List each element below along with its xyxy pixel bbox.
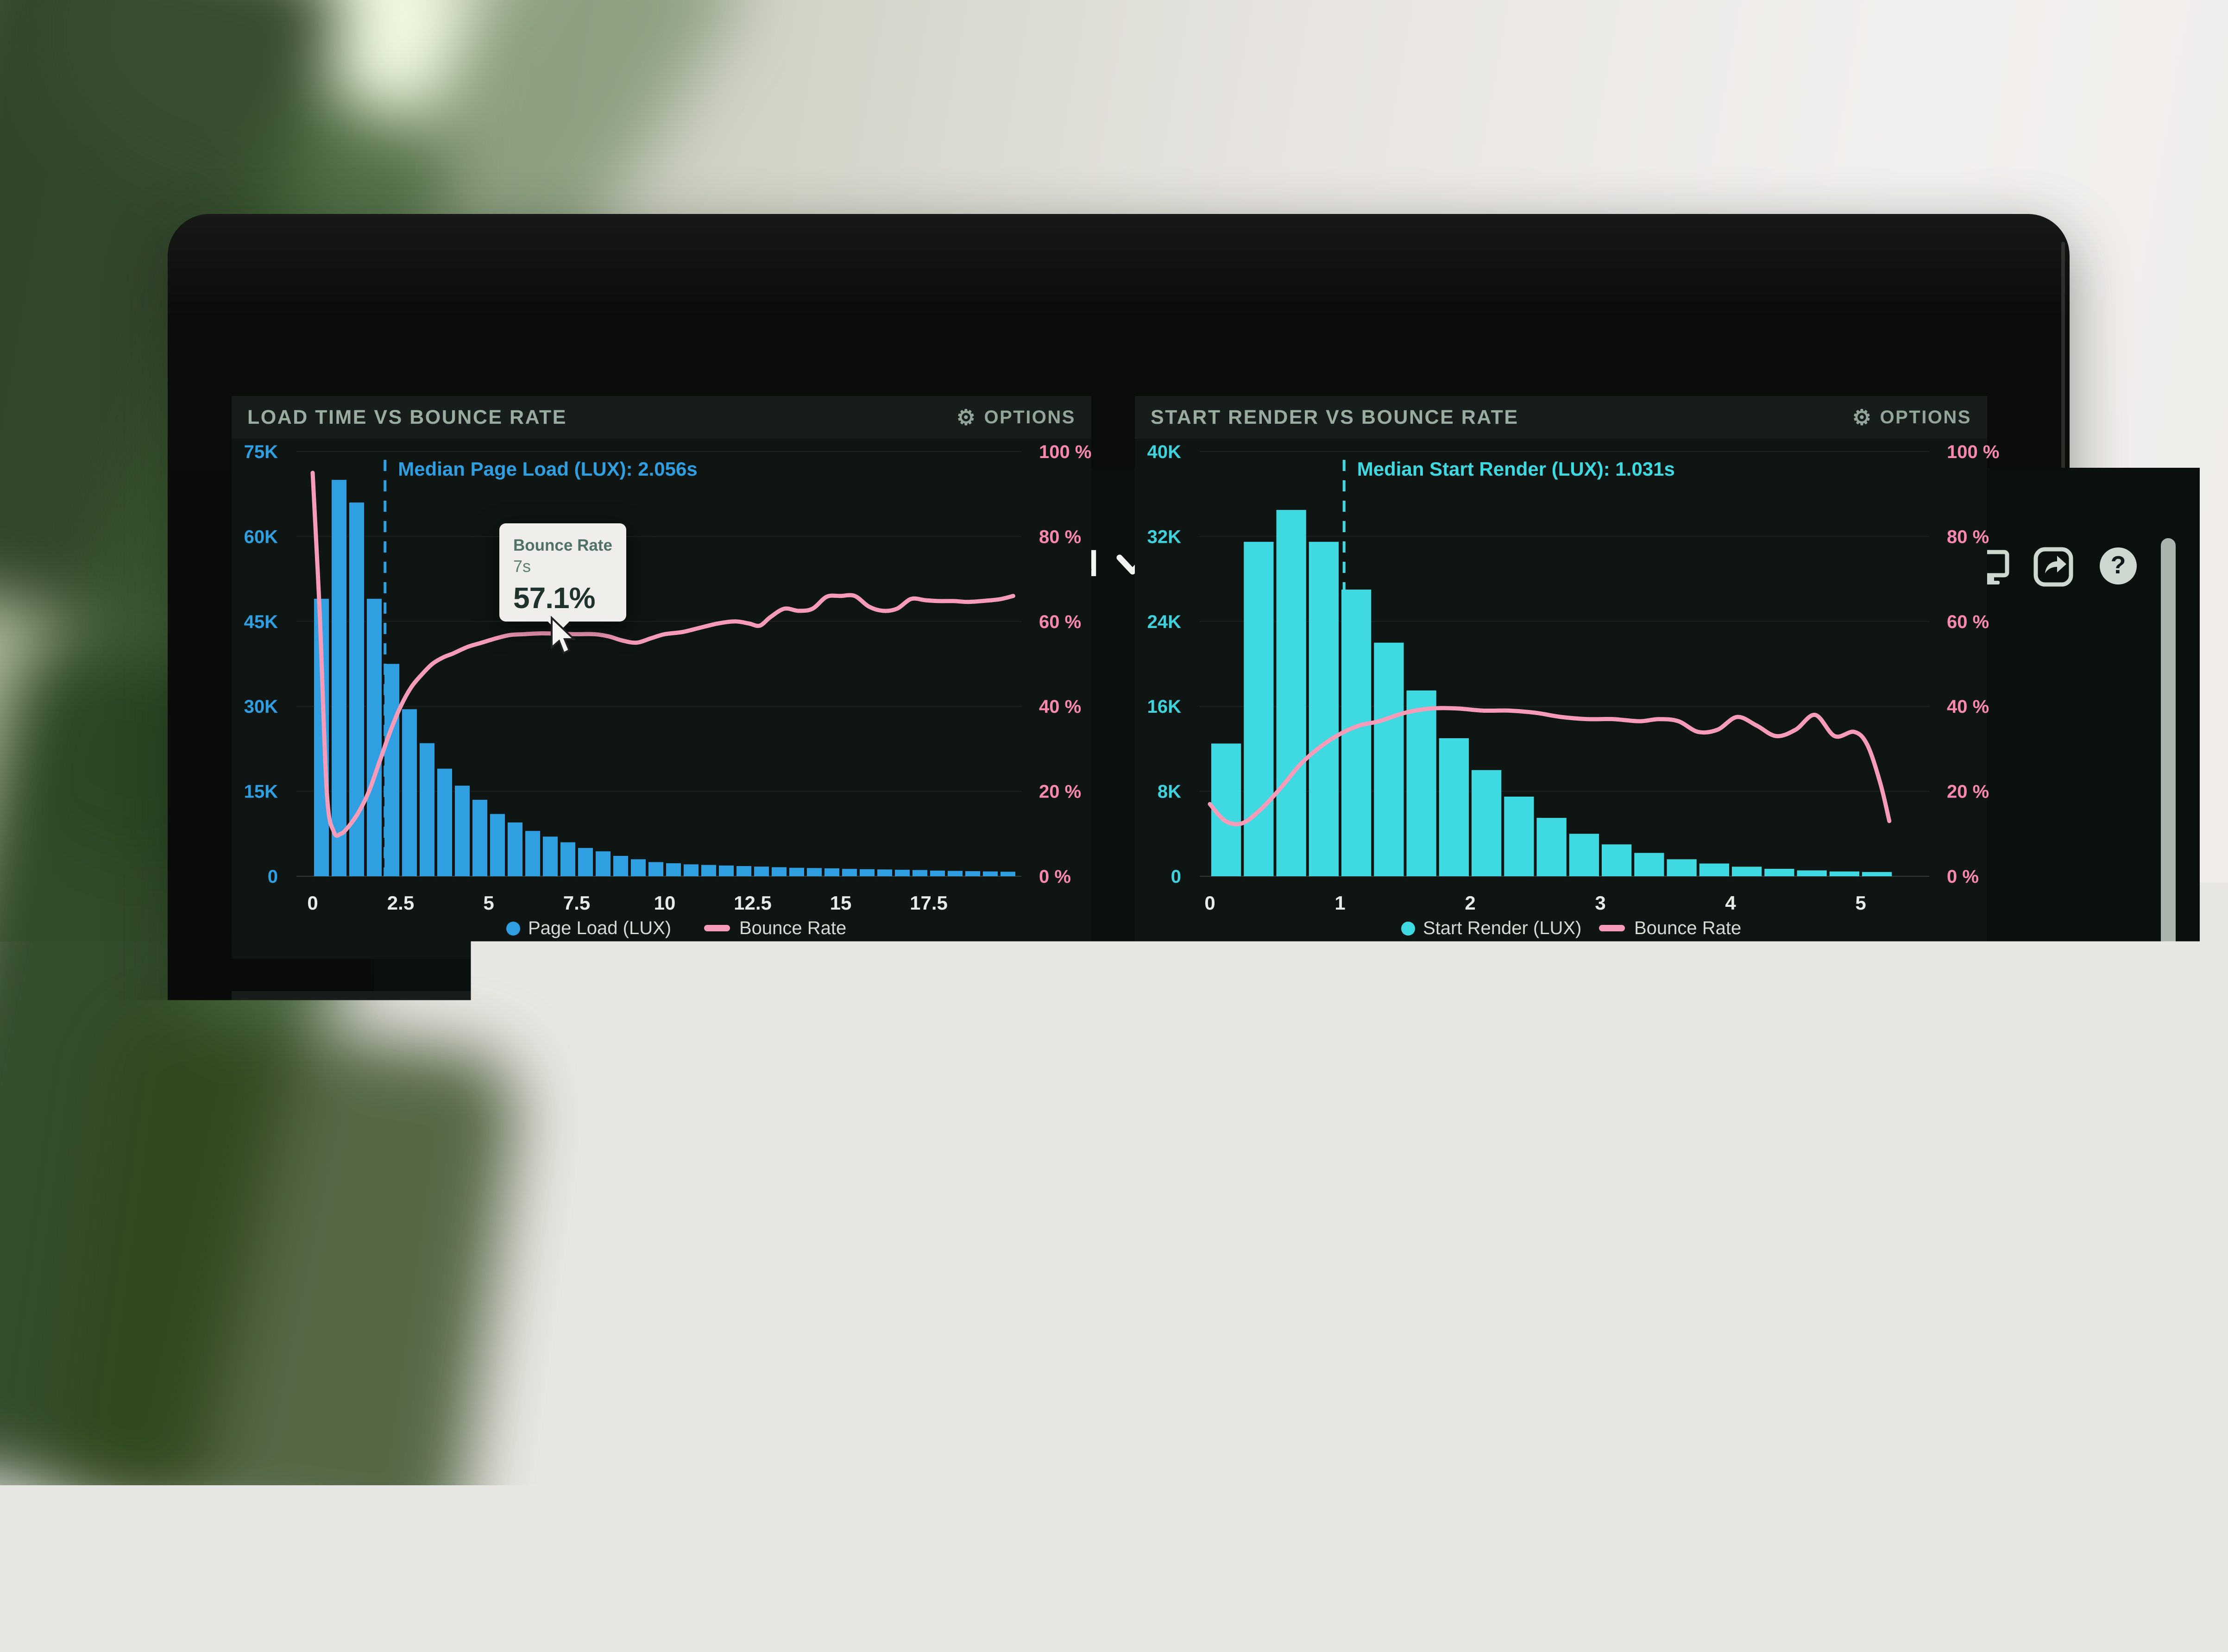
options-button[interactable]: ⚙ OPTIONS <box>957 1002 1076 1023</box>
tooltip-x-value: 7s <box>513 557 612 576</box>
scrollbar[interactable] <box>2161 538 2176 1562</box>
svg-text:?: ? <box>2111 551 2126 579</box>
panel-load-time-vs-bounce-rate: LOAD TIME VS BOUNCE RATE ⚙ OPTIONS <box>232 396 1091 959</box>
panel-page-views-vs-onload: PAGE VIEWS VS ONLOAD ⚙ OPTIONS Page Load… <box>232 991 1091 1438</box>
chat-widget-button[interactable]: 4 <box>2105 1577 2165 1636</box>
tooltip-title: Bounce Rate <box>513 536 612 555</box>
help-icon[interactable]: ? <box>2097 545 2140 587</box>
chat-bubble-icon <box>2120 1591 2150 1622</box>
chart-plot-area[interactable] <box>1135 1034 1987 1438</box>
chat-notification-badge: 4 <box>2143 1570 2170 1597</box>
gear-icon: ⚙ <box>957 1002 977 1023</box>
mouse-cursor <box>544 616 581 660</box>
gear-icon: ⚙ <box>1852 1002 1873 1023</box>
tooltip-value: 57.1% <box>513 581 612 615</box>
chart-plot-area[interactable] <box>232 439 1091 959</box>
panel-start-render-vs-bounce-rate: START RENDER VS BOUNCE RATE ⚙ OPTIONS <box>1135 396 1987 959</box>
chart-plot-area[interactable] <box>232 1034 1091 1438</box>
panel-title: LOAD TIME VS BOUNCE RATE <box>247 406 567 429</box>
tooltip: Bounce Rate 7s 57.1% <box>499 523 626 622</box>
chart-plot-area[interactable] <box>1135 439 1987 959</box>
gear-icon: ⚙ <box>957 407 977 428</box>
share-icon[interactable] <box>2032 545 2075 587</box>
panel-title: START RENDER VS BOUNCE RATE <box>1151 406 1519 429</box>
panel-sessions: SESSIONS ⚙ OPTIONS Sessions (LUX) 479K S… <box>1135 991 1987 1438</box>
panel-title: SESSIONS <box>1151 1001 1262 1024</box>
options-button[interactable]: ⚙ OPTIONS <box>1852 1002 1971 1023</box>
panel-title: PAGE VIEWS VS ONLOAD <box>247 1001 519 1024</box>
header-toolbar: ? <box>1967 545 2140 587</box>
options-button[interactable]: ⚙ OPTIONS <box>1852 407 1971 428</box>
options-button[interactable]: ⚙ OPTIONS <box>957 407 1076 428</box>
gear-icon: ⚙ <box>1852 407 1873 428</box>
